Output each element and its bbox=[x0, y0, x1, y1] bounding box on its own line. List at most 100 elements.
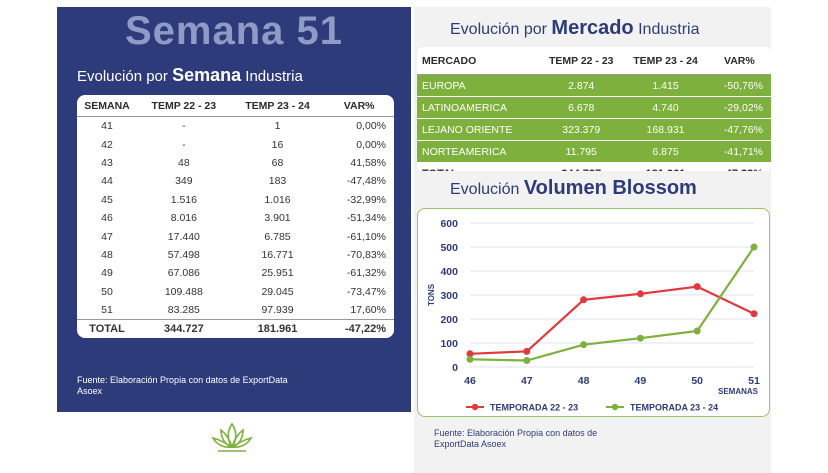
market-panel: Evolución por Mercado Industria MERCADO … bbox=[414, 7, 771, 473]
week-cell-temp-23-24: 97.939 bbox=[261, 304, 294, 317]
volume-title: Evolución Volumen Blossom bbox=[450, 177, 697, 200]
week-table-header: SEMANA TEMP 22 - 23 TEMP 23 - 24 VAR% bbox=[77, 95, 394, 117]
week-cell-temp-23-24: 6.785 bbox=[264, 230, 291, 243]
market-cell-var: -47,76% bbox=[707, 118, 771, 141]
week-total-var: -47,22% bbox=[324, 319, 394, 339]
market-title-bold: Mercado bbox=[551, 17, 634, 39]
table-row: LEJANO ORIENTE 323.379 168.931 -47,76% bbox=[417, 118, 771, 141]
table-row: 44 349 183 -47,48% bbox=[77, 172, 394, 190]
series-2-point bbox=[636, 334, 644, 342]
market-total-var: -47,22% bbox=[707, 162, 771, 171]
week-cell-semana: 50 bbox=[101, 285, 113, 298]
week-cell-temp-22-23: 17.440 bbox=[167, 230, 200, 243]
legend-swatch-dot bbox=[611, 403, 619, 411]
series-1-point bbox=[750, 310, 758, 318]
market-total-temp-22-23: 344.727 bbox=[539, 162, 624, 171]
series-line-1 bbox=[469, 285, 755, 355]
week-cell-semana: 48 bbox=[101, 248, 113, 261]
week-cell-temp-22-23: 48 bbox=[177, 156, 190, 169]
week-subtitle: Evolución por Semana Industria bbox=[77, 65, 303, 86]
week-cell-var: -51,34% bbox=[346, 212, 386, 225]
week-cell-temp-22-23: 57.498 bbox=[167, 248, 200, 261]
week-cell-semana: 47 bbox=[101, 230, 113, 243]
week-title: Semana 51 bbox=[124, 9, 344, 53]
week-cell-temp-22-23: - bbox=[182, 120, 186, 133]
table-row: 48 57.498 16.771 -70,83% bbox=[77, 246, 394, 264]
week-cell-semana: 45 bbox=[101, 193, 113, 206]
market-cell-temp-23-24: 168.931 bbox=[623, 118, 708, 141]
y-tick-label: 400 bbox=[440, 266, 458, 278]
table-row: 42 - 16 0,00% bbox=[77, 135, 394, 153]
week-cell-temp-22-23: 67.086 bbox=[167, 267, 200, 280]
market-cell-temp-22-23: 323.379 bbox=[539, 118, 624, 141]
week-cell-temp-22-23: 349 bbox=[175, 175, 193, 188]
week-cell-var: -61,32% bbox=[346, 267, 386, 280]
series-1-point bbox=[580, 296, 588, 304]
week-cell-semana: 44 bbox=[101, 175, 113, 188]
market-cell-var: -29,02% bbox=[707, 96, 771, 119]
market-header-var: VAR% bbox=[707, 47, 771, 75]
x-tick-label: 51 bbox=[748, 375, 760, 387]
week-table-total-row: TOTAL 344.727 181.961 -47,22% bbox=[77, 319, 394, 339]
table-row: 43 48 68 41,58% bbox=[77, 154, 394, 172]
y-tick-label: 300 bbox=[440, 290, 458, 302]
volume-title-prefix: Evolución bbox=[450, 181, 520, 198]
market-table-header: MERCADO TEMP 22 - 23 TEMP 23 - 24 VAR% bbox=[417, 47, 771, 75]
market-total-label: TOTAL bbox=[417, 162, 540, 171]
week-cell-var: 0,00% bbox=[356, 120, 386, 133]
market-cell-var: -50,76% bbox=[707, 74, 771, 97]
y-axis-label: TONS bbox=[427, 283, 436, 306]
market-cell-var: -41,71% bbox=[707, 140, 771, 163]
week-cell-var: 41,58% bbox=[350, 156, 386, 169]
week-cell-semana: 41 bbox=[101, 120, 113, 133]
week-header-semana: SEMANA bbox=[77, 95, 137, 117]
table-row: NORTEAMERICA 11.795 6.875 -41,71% bbox=[417, 140, 771, 163]
table-row: LATINOAMERICA 6.678 4.740 -29,02% bbox=[417, 96, 771, 119]
table-row: 41 - 1 0,00% bbox=[77, 117, 394, 136]
series-2-point bbox=[693, 327, 701, 335]
x-tick-label: 47 bbox=[521, 375, 533, 387]
market-cell-temp-22-23: 2.874 bbox=[539, 74, 624, 97]
series-1-point bbox=[466, 350, 474, 358]
table-row: 45 1.516 1.016 -32,99% bbox=[77, 191, 394, 209]
lotus-logo-icon bbox=[210, 420, 254, 459]
y-tick-label: 500 bbox=[440, 242, 458, 254]
market-cell-temp-22-23: 11.795 bbox=[539, 140, 624, 163]
x-tick-label: 46 bbox=[464, 375, 476, 387]
table-row: 50 109.488 29.045 -73,47% bbox=[77, 283, 394, 301]
week-cell-temp-22-23: 83.285 bbox=[167, 304, 200, 317]
week-cell-semana: 49 bbox=[101, 267, 113, 280]
week-source-note: Fuente: Elaboración Propia con datos de … bbox=[77, 375, 288, 396]
week-cell-var: -70,83% bbox=[346, 248, 386, 261]
x-tick-label: 49 bbox=[635, 375, 647, 387]
week-cell-temp-23-24: 68 bbox=[271, 156, 284, 169]
week-header-temp-23-24: TEMP 23 - 24 bbox=[230, 95, 325, 117]
week-cell-temp-23-24: 16.771 bbox=[261, 248, 294, 261]
week-cell-temp-23-24: 25.951 bbox=[261, 267, 294, 280]
week-cell-temp-22-23: 8.016 bbox=[170, 212, 197, 225]
market-table: MERCADO TEMP 22 - 23 TEMP 23 - 24 VAR% E… bbox=[417, 47, 771, 171]
market-title: Evolución por Mercado Industria bbox=[450, 17, 699, 40]
volume-chart: 0 100 200 300 400 500 600 46 47 48 49 50 51 SEMANAS TO… bbox=[417, 208, 770, 417]
week-cell-semana: 46 bbox=[101, 212, 113, 225]
table-row: 49 67.086 25.951 -61,32% bbox=[77, 264, 394, 282]
week-cell-temp-22-23: 1.516 bbox=[170, 193, 197, 206]
week-cell-temp-23-24: 1 bbox=[274, 120, 281, 133]
week-table: SEMANA TEMP 22 - 23 TEMP 23 - 24 VAR% 41… bbox=[77, 95, 394, 339]
market-title-suffix: Industria bbox=[638, 21, 700, 38]
series-line-2 bbox=[469, 246, 755, 362]
week-subtitle-suffix: Industria bbox=[245, 68, 303, 85]
week-subtitle-bold: Semana bbox=[172, 65, 242, 85]
x-tick-label: 50 bbox=[691, 375, 703, 387]
market-cell-temp-23-24: 4.740 bbox=[623, 96, 708, 119]
market-title-prefix: Evolución por bbox=[450, 21, 547, 38]
market-cell-mercado: LEJANO ORIENTE bbox=[417, 118, 540, 141]
table-row: 46 8.016 3.901 -51,34% bbox=[77, 209, 394, 227]
legend-swatch-dot bbox=[471, 403, 479, 411]
y-tick-label: 200 bbox=[440, 314, 458, 326]
week-cell-var: -32,99% bbox=[346, 193, 386, 206]
market-header-mercado: MERCADO bbox=[417, 47, 540, 75]
series-1-point bbox=[693, 283, 701, 291]
y-tick-label: 600 bbox=[440, 218, 458, 230]
